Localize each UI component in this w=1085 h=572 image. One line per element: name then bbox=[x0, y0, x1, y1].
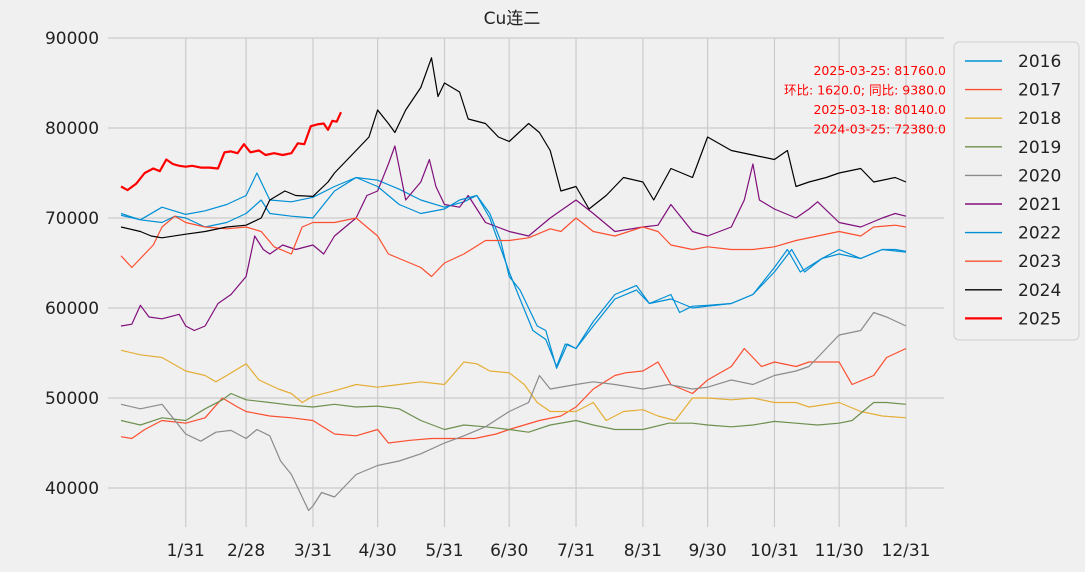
y-tick-label: 80000 bbox=[45, 119, 99, 139]
series-line-2022 bbox=[120, 176, 907, 369]
x-tick-label: 1/31 bbox=[167, 541, 205, 561]
x-tick-label: 5/31 bbox=[425, 541, 463, 561]
x-tick-label: 12/31 bbox=[882, 541, 931, 561]
legend-label-2018[interactable]: 2018 bbox=[1018, 109, 1061, 129]
x-tick-label: 11/30 bbox=[815, 541, 864, 561]
y-tick-label: 50000 bbox=[45, 389, 99, 409]
y-tick-label: 70000 bbox=[45, 209, 99, 229]
y-tick-label: 90000 bbox=[45, 29, 99, 49]
series-line-2018 bbox=[120, 349, 907, 422]
legend-box bbox=[953, 41, 1080, 341]
series-line-2021 bbox=[120, 145, 907, 332]
annotation-block: 2025-03-25: 81760.0 环比: 1620.0; 同比: 9380.… bbox=[784, 63, 946, 137]
x-tick-label: 8/31 bbox=[624, 541, 662, 561]
series-line-2017 bbox=[120, 347, 907, 444]
legend-label-2023[interactable]: 2023 bbox=[1018, 252, 1061, 272]
legend-label-2021[interactable]: 2021 bbox=[1018, 195, 1061, 215]
annotation-line: 2025-03-18: 80140.0 bbox=[813, 102, 946, 117]
x-tick-label: 2/28 bbox=[227, 541, 265, 561]
series-line-2024 bbox=[120, 57, 907, 239]
legend-label-2024[interactable]: 2024 bbox=[1018, 281, 1061, 301]
legend-label-2016[interactable]: 2016 bbox=[1018, 52, 1061, 72]
grid bbox=[108, 37, 944, 527]
annotation-line: 2025-03-25: 81760.0 bbox=[813, 63, 946, 78]
x-tick-label: 3/31 bbox=[294, 541, 332, 561]
series-line-2019 bbox=[120, 392, 907, 433]
legend[interactable]: 2016 2017 2018 2019 2020 2021 2022 2023 2024 2025 bbox=[953, 41, 1080, 341]
legend-label-2022[interactable]: 2022 bbox=[1018, 224, 1061, 244]
legend-label-2017[interactable]: 2017 bbox=[1018, 81, 1061, 101]
series-lines bbox=[120, 57, 907, 512]
x-tick-label: 10/31 bbox=[750, 541, 799, 561]
legend-label-2020[interactable]: 2020 bbox=[1018, 166, 1061, 186]
annotation-line: 2024-03-25: 72380.0 bbox=[813, 122, 946, 137]
x-tick-label: 7/31 bbox=[557, 541, 595, 561]
legend-label-2025[interactable]: 2025 bbox=[1018, 309, 1061, 329]
series-line-2020 bbox=[120, 311, 907, 512]
x-tick-label: 9/30 bbox=[688, 541, 726, 561]
series-line-2016 bbox=[120, 172, 907, 368]
x-tick-label: 4/30 bbox=[359, 541, 397, 561]
legend-label-2019[interactable]: 2019 bbox=[1018, 138, 1061, 158]
annotation-line: 环比: 1620.0; 同比: 9380.0 bbox=[784, 83, 946, 98]
axes: 40000 50000 60000 70000 80000 90000 1/31 2/28 3/… bbox=[45, 29, 931, 561]
y-tick-label: 60000 bbox=[45, 299, 99, 319]
x-tick-label: 6/30 bbox=[490, 541, 528, 561]
chart-title: Cu连二 bbox=[484, 9, 541, 29]
series-line-2025 bbox=[120, 111, 343, 192]
y-tick-label: 40000 bbox=[45, 479, 99, 499]
